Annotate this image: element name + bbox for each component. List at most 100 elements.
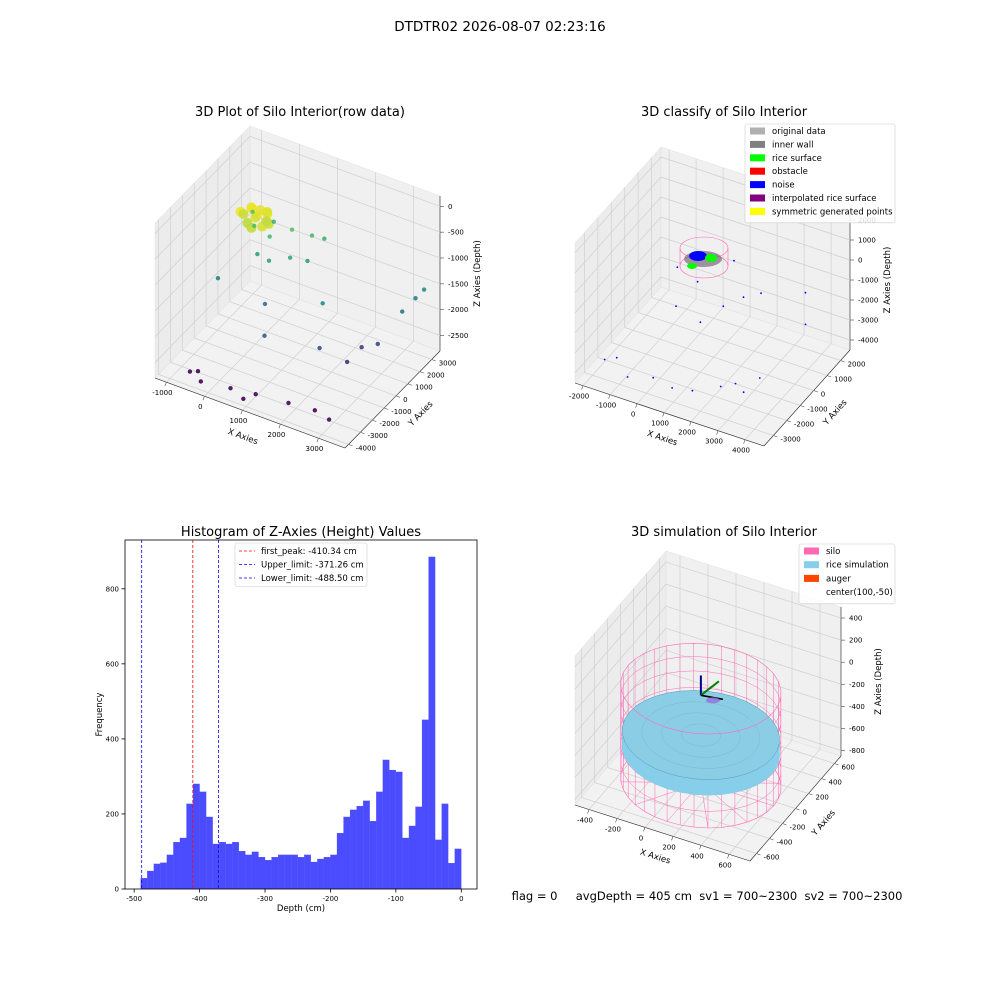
grid-line	[229, 301, 420, 372]
y-axis-label: Frequency	[95, 693, 105, 737]
grid-line	[249, 239, 441, 310]
grid-line	[241, 289, 432, 360]
x-tick-label: -100	[388, 895, 404, 903]
front-layer: original data inner wall rice surface obsta…	[95, 123, 896, 914]
tick-mark	[395, 395, 401, 398]
y-tick-label: 800	[106, 585, 119, 593]
point	[255, 251, 260, 257]
tick-mark	[360, 431, 365, 435]
grid-line	[582, 289, 670, 386]
grid-line	[318, 340, 414, 439]
rice-surface	[680, 776, 695, 795]
point	[317, 345, 322, 351]
y-tick-label: 400	[106, 735, 119, 743]
y-tick-label: 2000	[848, 361, 866, 369]
point	[733, 259, 735, 262]
y-tick-label: -2000	[379, 420, 399, 428]
legend-label: center(100,-50)	[826, 588, 893, 598]
grid-line	[204, 298, 300, 397]
rice-surface	[693, 778, 709, 796]
grid-line	[574, 276, 662, 374]
point	[246, 202, 257, 213]
x-tick-label: 1000	[229, 417, 247, 425]
rice-surface	[707, 778, 722, 796]
rice-surface	[721, 776, 735, 795]
grid-line	[584, 372, 774, 436]
x-tick-label: 3000	[705, 438, 723, 446]
grid-line	[660, 276, 851, 341]
legend-swatch	[750, 167, 765, 175]
point	[261, 216, 272, 227]
legend-box	[798, 543, 896, 605]
tick-mark	[407, 383, 413, 386]
legend-label: auger	[826, 574, 851, 584]
grid-line	[166, 284, 262, 383]
tick-mark	[581, 385, 584, 390]
z-axis-label: Z Axies (Depth)	[473, 240, 483, 307]
grid-line	[594, 782, 770, 839]
point	[250, 209, 255, 215]
tick-mark	[782, 823, 787, 826]
tick-mark	[202, 396, 205, 401]
tick-mark	[643, 827, 646, 832]
point	[722, 305, 725, 308]
grid-line	[574, 256, 662, 354]
grid-line	[660, 216, 851, 281]
legend-label: noise	[772, 181, 795, 191]
point	[195, 369, 201, 374]
surface-sketch	[689, 251, 707, 261]
tick-mark	[419, 371, 424, 374]
tick-mark	[821, 778, 826, 781]
grid-line	[665, 561, 842, 619]
x-tick-label: -300	[257, 895, 273, 903]
point	[198, 379, 204, 384]
bar	[160, 862, 167, 890]
z-tick-label: 1000	[858, 237, 876, 245]
y-tick-label: -200	[790, 824, 806, 832]
panel-title: 3D Plot of Silo Interior(row data)	[195, 105, 405, 120]
legend-swatch	[750, 127, 765, 135]
y-tick-label: -400	[777, 839, 793, 847]
y-tick-label: 1000	[415, 384, 433, 392]
z-tick-label: -4000	[858, 337, 878, 345]
point	[242, 217, 253, 228]
point	[262, 206, 273, 217]
x-tick-label: -1000	[152, 389, 172, 397]
point	[804, 323, 807, 326]
point	[266, 258, 272, 263]
bar	[147, 870, 154, 890]
y-tick-label: 200	[816, 794, 829, 802]
grid-line	[597, 357, 787, 421]
point	[675, 305, 677, 308]
bar	[232, 841, 239, 890]
grid-line	[665, 672, 842, 729]
tick-mark	[716, 430, 719, 435]
tick-mark	[615, 818, 618, 823]
point	[262, 333, 267, 338]
panel-title: 3D classify of Silo Interior	[641, 105, 808, 120]
y-tick-label: 0	[403, 396, 407, 404]
point	[312, 408, 318, 413]
bar	[179, 837, 187, 890]
z-tick-label: -2500	[448, 332, 468, 340]
grid-line	[574, 176, 662, 274]
point	[626, 376, 629, 378]
point	[187, 369, 193, 374]
x-tick-label: 0	[198, 403, 202, 411]
bar	[421, 719, 429, 890]
z-tick-label: 200	[849, 637, 862, 645]
legend-swatch	[804, 574, 819, 582]
x-tick-label: -1000	[596, 402, 616, 410]
grid-line	[154, 265, 251, 363]
bar	[349, 809, 357, 890]
z-tick-label: -800	[849, 747, 865, 755]
tick-mark	[840, 360, 845, 363]
legend-label: obstacle	[772, 167, 808, 177]
point	[615, 356, 618, 359]
x-tick-label: 400	[690, 852, 703, 860]
silo-wire	[620, 642, 782, 735]
surface-sketch	[687, 263, 697, 269]
y-tick-label: -4000	[356, 444, 376, 452]
auger	[700, 694, 724, 701]
bar	[415, 806, 423, 890]
